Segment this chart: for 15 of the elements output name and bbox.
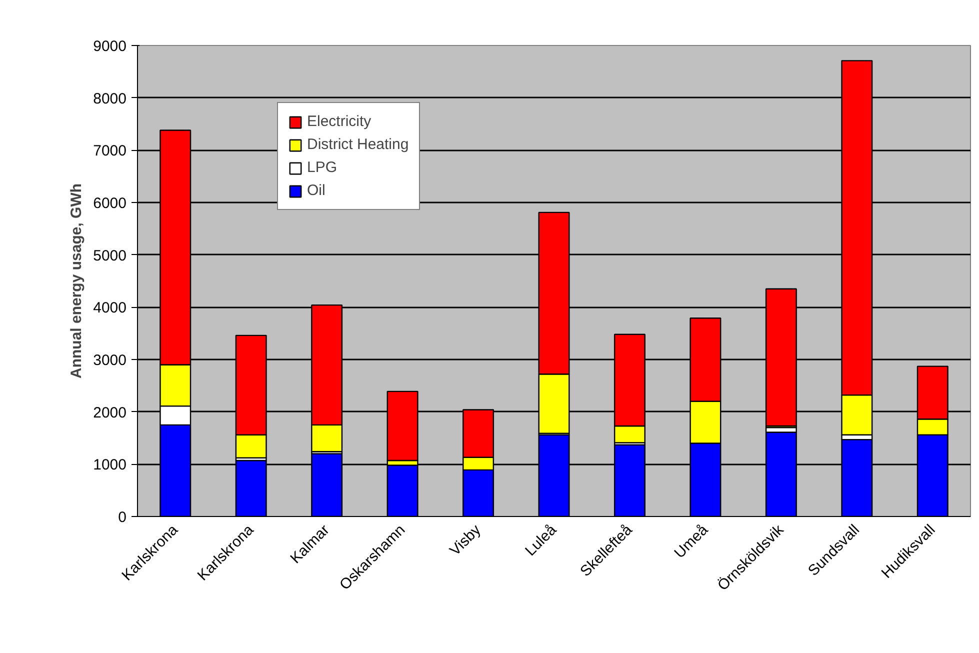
y-tick-label: 4000 — [93, 300, 127, 317]
y-axis-title: Annual energy usage, GWh — [68, 183, 86, 379]
y-tick-label: 0 — [118, 509, 126, 526]
y-tick-label: 2000 — [93, 404, 127, 422]
legend-label: LPG — [307, 159, 338, 176]
legend-label: District Heating — [307, 136, 409, 153]
y-tick-label: 6000 — [93, 195, 127, 212]
y-tick-label: 5000 — [93, 247, 127, 264]
y-tick-label: 3000 — [93, 352, 127, 369]
y-tick-label: 9000 — [93, 38, 127, 55]
legend-label: Oil — [307, 182, 326, 199]
y-tick-label: 8000 — [93, 90, 127, 108]
legend-label: Electricity — [307, 113, 372, 130]
y-tick-label: 1000 — [93, 456, 127, 474]
y-tick-label: 7000 — [93, 142, 127, 160]
